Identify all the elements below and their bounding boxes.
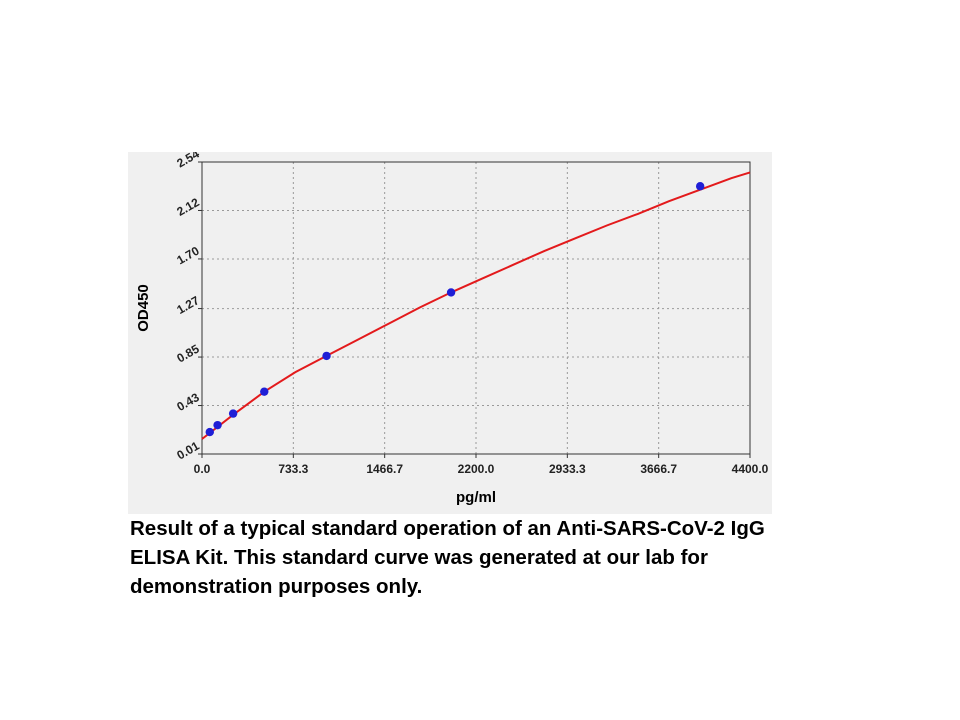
data-point [205,427,214,437]
x-tick-label: 4400.0 [732,462,769,476]
fit-curve-line [201,171,751,440]
standard-curve-chart: 0.01 0.43 0.85 1.27 1.70 2.12 2.54 0.0 733.3 146… [135,152,769,506]
x-tick-label: 0.0 [194,462,211,476]
x-tick-label: 1466.7 [366,462,403,476]
y-tick-label: 2.54 [174,152,202,170]
x-tick-labels: 0.0 733.3 1466.7 2200.0 2933.3 3666.7 4400.0 [194,462,769,476]
y-tick-label: 1.27 [174,293,202,317]
plot-area-frame [201,161,751,455]
chart-panel: 0.01 0.43 0.85 1.27 1.70 2.12 2.54 0.0 733.3 146… [128,152,772,514]
x-tick-label: 3666.7 [640,462,677,476]
data-point [446,288,456,297]
data-point [228,409,238,418]
y-tick-label: 2.12 [174,195,202,219]
y-tick-label: 0.85 [174,342,202,366]
fit-curve-layer [201,171,751,440]
grid-lines [198,161,751,458]
y-tick-label: 0.43 [174,390,202,414]
figure-caption: Result of a typical standard operation o… [130,517,765,598]
x-tick-label: 733.3 [278,462,308,476]
data-point [213,420,222,430]
x-tick-label: 2200.0 [458,462,495,476]
data-points-layer [205,182,705,437]
data-point [260,387,269,396]
y-tick-label: 0.01 [174,438,202,462]
y-tick-labels: 0.01 0.43 0.85 1.27 1.70 2.12 2.54 [174,152,202,462]
x-axis-title: pg/ml [456,489,496,506]
y-axis-title: OD450 [135,284,152,332]
y-tick-label: 1.70 [174,243,202,267]
x-tick-label: 2933.3 [549,462,586,476]
data-point [695,182,705,191]
data-point [322,351,331,361]
